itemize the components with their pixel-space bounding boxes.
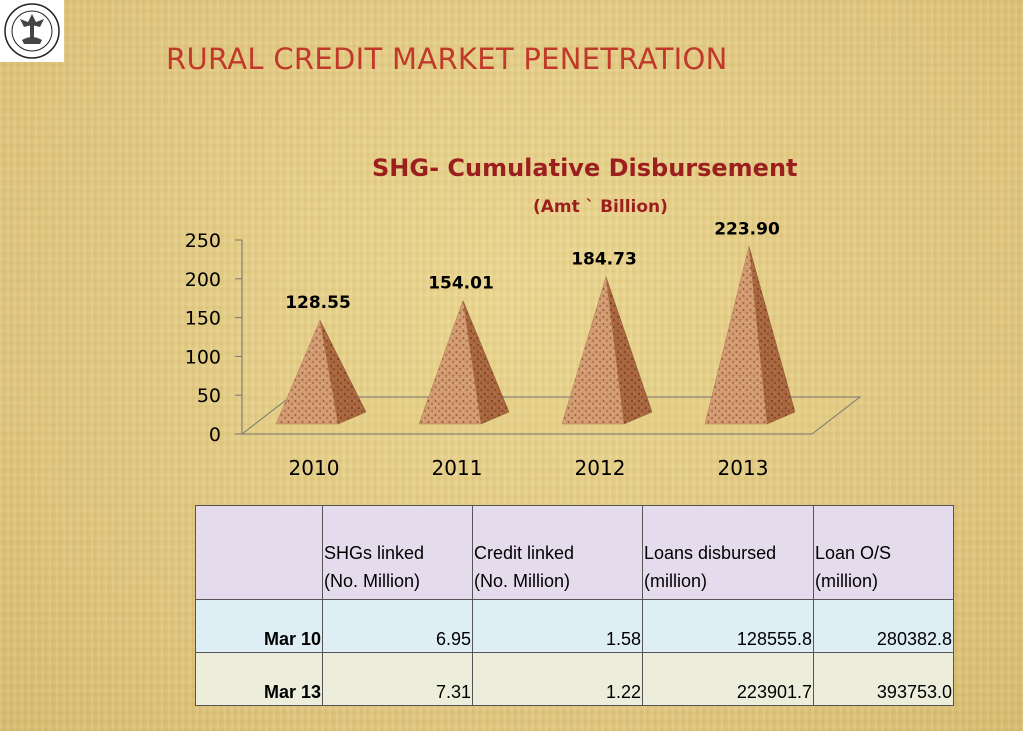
y-tick-label: 150 bbox=[185, 308, 221, 330]
chart: 0 50 100 150 200 250 128.55 154.01 184.73 223.90… bbox=[185, 219, 862, 480]
x-tick-label: 2012 bbox=[575, 456, 626, 480]
x-tick-label: 2011 bbox=[432, 456, 483, 480]
pyramid-front-face bbox=[561, 276, 625, 425]
column-header-line2: (million) bbox=[815, 571, 878, 591]
column-header-line1: Loans disbursed bbox=[644, 543, 777, 563]
y-axis: 0 50 100 150 200 250 bbox=[185, 230, 242, 446]
column-header-line1: Credit linked bbox=[474, 543, 575, 563]
table-cell: 393753.0 bbox=[813, 652, 954, 706]
slide-title: RURAL CREDIT MARKET PENETRATION bbox=[166, 42, 728, 76]
table-cell: 7.31 bbox=[322, 652, 473, 706]
data-label: 128.55 bbox=[285, 293, 351, 313]
chart-subtitle: (Amt ` Billion) bbox=[533, 197, 668, 217]
column-header-line2: (No. Million) bbox=[474, 571, 571, 591]
column-header: SHGs linked (No. Million) bbox=[322, 505, 473, 600]
data-label: 184.73 bbox=[571, 250, 637, 270]
pyramid-front-face bbox=[275, 319, 339, 425]
column-header-line2: (No. Million) bbox=[324, 571, 421, 591]
pyramid-bar-2010: 128.55 bbox=[275, 293, 367, 425]
column-header-line2: (million) bbox=[644, 571, 707, 591]
column-header: Loan O/S (million) bbox=[813, 505, 954, 600]
y-tick-label: 0 bbox=[209, 424, 221, 446]
x-tick-label: 2010 bbox=[289, 456, 340, 480]
chart-floor bbox=[240, 396, 862, 435]
table-cell: 128555.8 bbox=[642, 599, 814, 653]
data-label: 154.01 bbox=[428, 273, 494, 293]
row-label: Mar 13 bbox=[195, 652, 323, 706]
shg-data-table: SHGs linked (No. Million) Credit linked (N… bbox=[195, 505, 954, 706]
table-cell: 6.95 bbox=[322, 599, 473, 653]
pyramid-front-face bbox=[704, 246, 768, 425]
row-label: Mar 10 bbox=[195, 599, 323, 653]
table-header-row: SHGs linked (No. Million) Credit linked (N… bbox=[195, 505, 954, 600]
table-cell: 223901.7 bbox=[642, 652, 814, 706]
pyramid-front-face bbox=[418, 300, 482, 425]
table-corner-cell bbox=[195, 505, 323, 600]
pyramid-bar-2012: 184.73 bbox=[561, 250, 653, 425]
y-tick-label: 250 bbox=[185, 230, 221, 252]
table-row: Mar 10 6.95 1.58 128555.8 280382.8 bbox=[195, 599, 954, 653]
table-cell: 280382.8 bbox=[813, 599, 954, 653]
table-cell: 1.22 bbox=[472, 652, 643, 706]
x-tick-label: 2013 bbox=[718, 456, 769, 480]
chart-title: SHG- Cumulative Disbursement bbox=[372, 154, 798, 182]
table-cell: 1.58 bbox=[472, 599, 643, 653]
y-tick-label: 200 bbox=[185, 269, 221, 291]
table-row: Mar 13 7.31 1.22 223901.7 393753.0 bbox=[195, 652, 954, 706]
rbi-logo-icon bbox=[0, 0, 64, 62]
y-tick-label: 100 bbox=[185, 346, 221, 368]
pyramid-bar-2013: 223.90 bbox=[704, 219, 796, 425]
column-header-line1: Loan O/S bbox=[815, 543, 892, 563]
x-axis: 2010 2011 2012 2013 bbox=[289, 456, 769, 480]
column-header-line1: SHGs linked bbox=[324, 543, 425, 563]
data-label: 223.90 bbox=[714, 219, 780, 239]
y-tick-label: 50 bbox=[197, 385, 221, 407]
column-header: Loans disbursed (million) bbox=[642, 505, 814, 600]
pyramid-bar-2011: 154.01 bbox=[418, 273, 510, 425]
column-header: Credit linked (No. Million) bbox=[472, 505, 643, 600]
pyramid-series: 128.55 154.01 184.73 223.90 bbox=[275, 219, 796, 425]
